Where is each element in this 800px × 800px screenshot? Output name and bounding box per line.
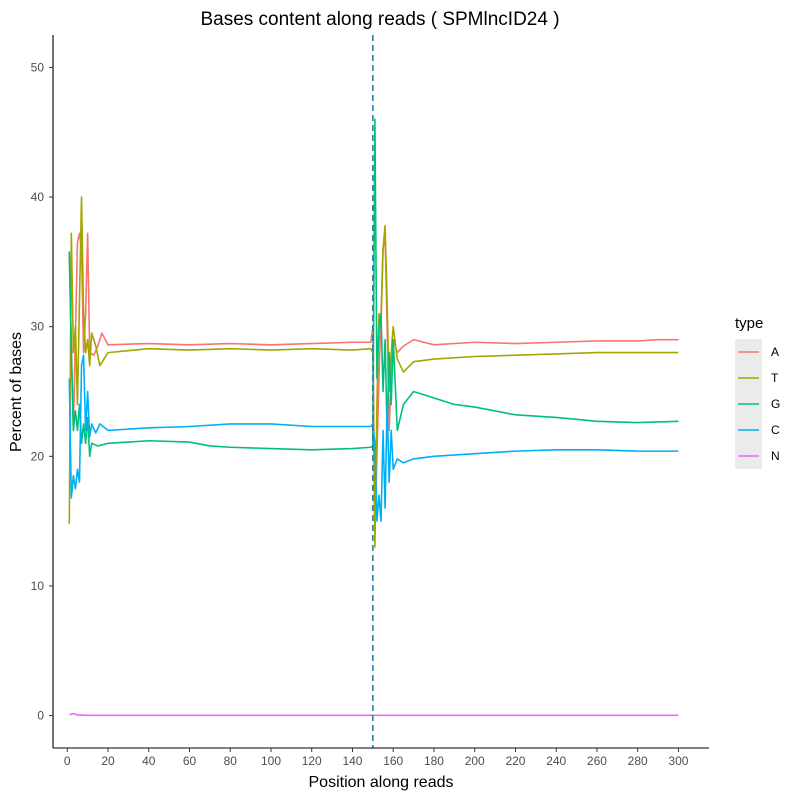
series-line-g	[68, 118, 679, 458]
y-tick-label: 10	[31, 579, 45, 593]
legend-label-c: C	[771, 423, 780, 437]
plot-panel	[68, 35, 679, 748]
y-axis-ticks: 0 10 20 30 40 50	[31, 60, 53, 723]
x-tick-label: 80	[224, 754, 238, 768]
x-tick-label: 140	[342, 754, 362, 768]
x-axis-title: Position along reads	[309, 774, 454, 791]
x-tick-label: 120	[302, 754, 322, 768]
x-tick-label: 220	[505, 754, 525, 768]
series-line-t	[68, 196, 679, 548]
x-tick-label: 60	[183, 754, 197, 768]
x-tick-label: 160	[383, 754, 403, 768]
y-axis-title: Percent of bases	[8, 332, 25, 452]
x-tick-label: 20	[101, 754, 115, 768]
y-tick-label: 40	[31, 190, 45, 204]
x-tick-label: 240	[546, 754, 566, 768]
y-tick-label: 30	[31, 320, 45, 334]
x-tick-label: 0	[64, 754, 71, 768]
x-tick-label: 180	[424, 754, 444, 768]
legend-label-t: T	[771, 371, 779, 385]
chart-title: Bases content along reads ( SPMlncID24 )	[200, 9, 559, 30]
y-tick-label: 50	[31, 60, 45, 74]
x-tick-label: 300	[668, 754, 688, 768]
x-axis-ticks: 0 20 40 60 80 100 120 140 160 180 200 220 240 260 280 3…	[64, 748, 689, 768]
legend-label-n: N	[771, 449, 780, 463]
x-tick-label: 260	[587, 754, 607, 768]
series-line-n	[69, 712, 679, 717]
y-tick-label: 20	[31, 449, 45, 463]
x-tick-label: 40	[142, 754, 156, 768]
x-tick-label: 100	[261, 754, 281, 768]
series-line-c	[68, 354, 679, 522]
legend-label-a: A	[771, 345, 779, 359]
legend-label-g: G	[771, 397, 780, 411]
legend-title: type	[735, 315, 763, 332]
x-tick-label: 200	[465, 754, 485, 768]
x-tick-label: 280	[628, 754, 648, 768]
y-tick-label: 0	[37, 709, 44, 723]
